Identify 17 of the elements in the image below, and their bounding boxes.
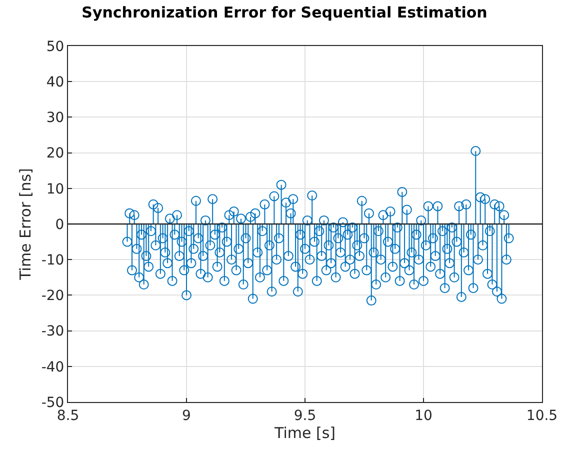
y-tick-label: 20 <box>46 146 64 162</box>
x-axis-title: Time [s] <box>274 424 336 442</box>
y-tick-label: 30 <box>46 110 64 126</box>
x-tick-label: 10 <box>414 408 432 424</box>
y-tick-label: -20 <box>41 288 64 304</box>
x-tick-label: 10.5 <box>526 408 558 424</box>
y-tick-label: 50 <box>46 38 64 55</box>
x-tick-label: 9.5 <box>294 408 316 424</box>
y-tick-label: 40 <box>46 74 64 90</box>
y-axis-title: Time Error [ns] <box>16 168 35 281</box>
y-tick-label: -30 <box>41 324 64 340</box>
y-tick-label: 10 <box>46 181 64 198</box>
y-tick-label: -10 <box>41 252 64 268</box>
y-tick-label: -40 <box>41 359 64 376</box>
x-tick-label: 9 <box>182 408 191 424</box>
chart-title: Synchronization Error for Sequential Estimation <box>82 3 488 22</box>
y-tick-label: 0 <box>55 216 64 233</box>
